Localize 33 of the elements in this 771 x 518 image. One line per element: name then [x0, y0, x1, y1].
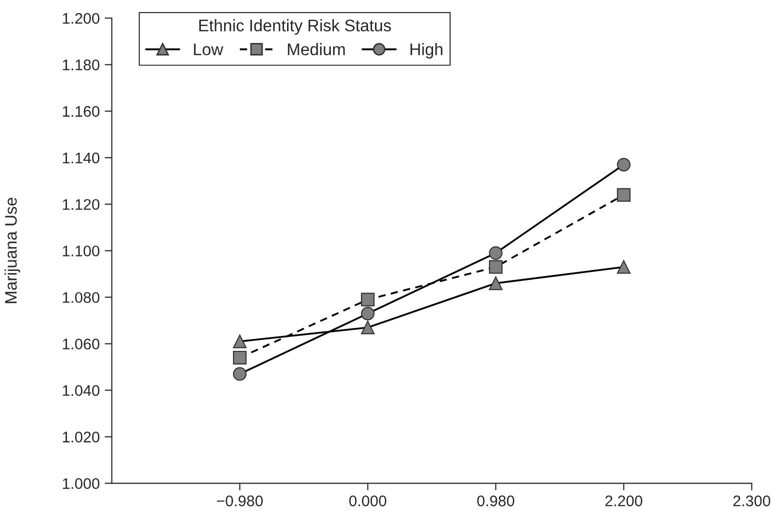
y-tick-label: 1.120: [62, 199, 100, 210]
y-tick-label: 1.200: [62, 13, 100, 24]
y-tick-label: 1.060: [62, 338, 100, 350]
y-tick-label: 1.080: [62, 292, 100, 303]
point: [488, 260, 503, 274]
legend-label: Medium: [288, 43, 345, 56]
y-tick-label: 1.020: [62, 432, 100, 442]
y-tick-label: 1.160: [62, 106, 100, 117]
legend-title: Ethnic Identity Risk Status: [199, 19, 391, 35]
x-tick-label: 0.980: [477, 496, 514, 506]
point: [232, 350, 247, 365]
y-tick-label: 1.100: [62, 246, 100, 256]
y-tick-label: 1.140: [62, 152, 100, 164]
x-tick-label: 2.300: [733, 496, 770, 506]
point: [232, 334, 247, 348]
y-axis-title: Marijuana Use: [4, 198, 20, 304]
x-tick-label: −0.980: [216, 496, 263, 506]
y-tick-label: 1.040: [62, 385, 100, 396]
x-tick-label: 2.200: [605, 496, 642, 506]
point: [488, 276, 503, 290]
legend-label: Low: [194, 44, 224, 56]
x-tick-label: 0.000: [349, 496, 386, 506]
y-tick-label: 1.000: [62, 478, 100, 489]
point: [616, 188, 631, 202]
point: [360, 320, 375, 334]
y-tick-label: 1.180: [62, 60, 100, 70]
point: [488, 246, 503, 260]
point: [360, 292, 375, 306]
point: [232, 367, 247, 381]
point: [616, 158, 631, 172]
point: [616, 260, 631, 274]
legend-label: High: [410, 43, 442, 59]
point: [360, 306, 375, 320]
